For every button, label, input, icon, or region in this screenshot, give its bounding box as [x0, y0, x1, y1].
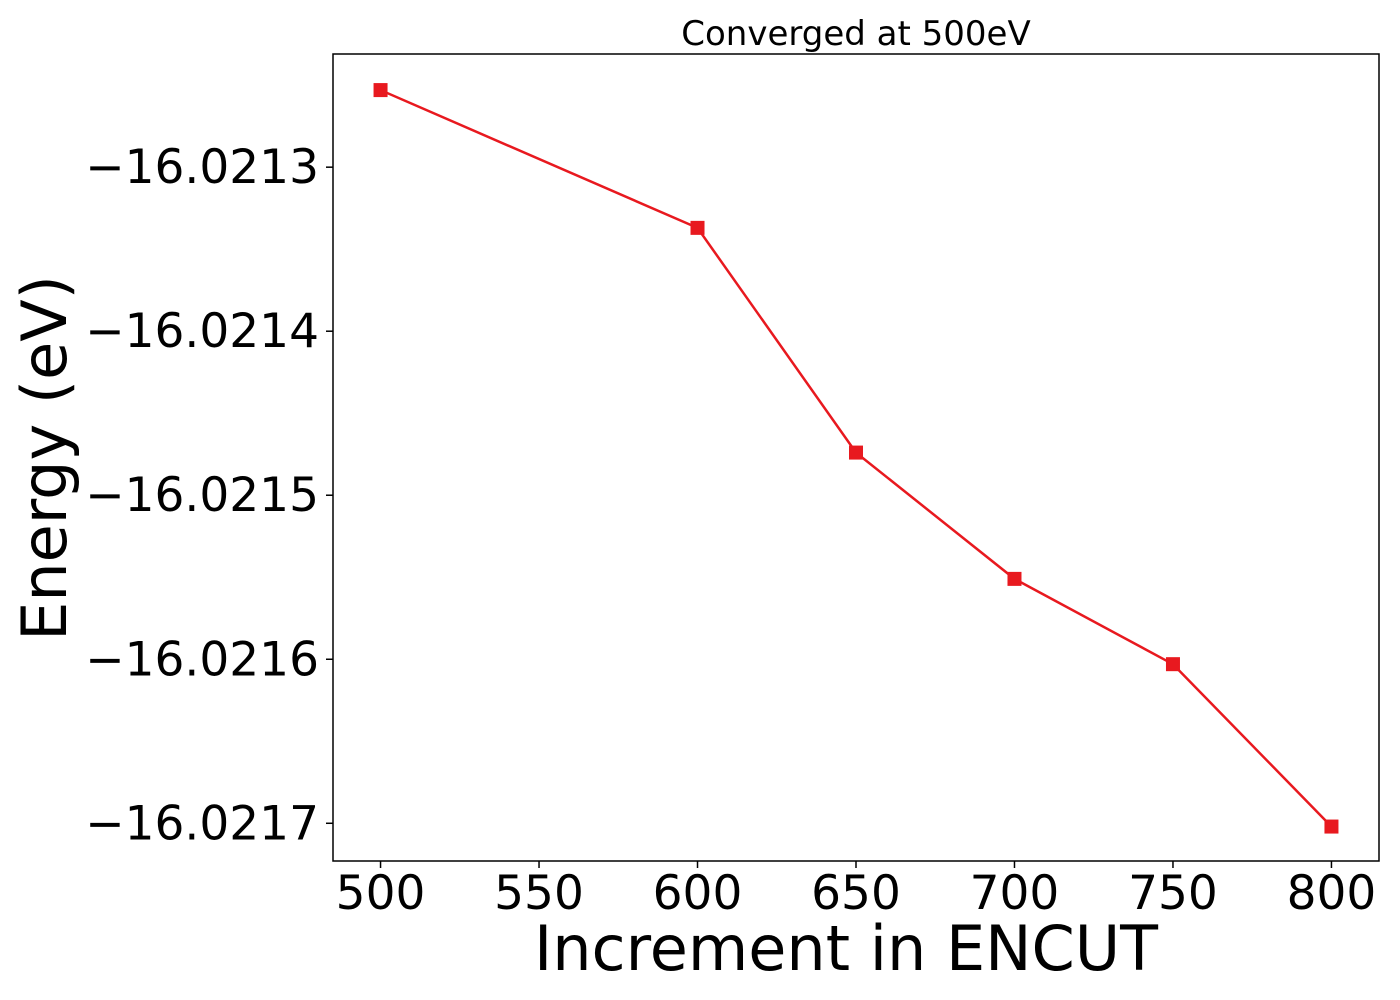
data-point-marker [1324, 819, 1339, 834]
x-tick-label: 650 [811, 866, 901, 921]
y-axis: −16.0213 −16.0214 −16.0215 −16.0216 −16.0217 [85, 140, 333, 851]
x-tick-label: 700 [970, 866, 1060, 921]
chart-title: Converged at 500eV [681, 14, 1030, 54]
x-tick-label: 750 [1128, 866, 1218, 921]
x-tick-label: 600 [653, 866, 743, 921]
series-line [380, 88, 1333, 828]
data-point-marker [373, 83, 388, 98]
x-axis-label: Increment in ENCUT [534, 912, 1159, 985]
y-tick-label: −16.0214 [85, 304, 319, 359]
x-tick-label: 550 [494, 866, 584, 921]
data-point-marker [690, 220, 705, 235]
y-tick-label: −16.0217 [85, 796, 319, 851]
x-tick-label: 800 [1287, 866, 1377, 921]
y-tick-label: −16.0215 [85, 468, 319, 523]
y-axis-label: Energy (eV) [8, 275, 81, 641]
y-tick-label: −16.0216 [85, 632, 319, 687]
data-point-marker [1165, 657, 1180, 672]
data-point-marker [849, 445, 863, 460]
data-point-marker [1007, 571, 1022, 586]
x-axis: 500 550 600 650 700 750 800 [336, 861, 1377, 921]
series-layer [373, 83, 1339, 834]
y-tick-label: −16.0213 [85, 140, 319, 195]
x-tick-label: 500 [336, 866, 426, 921]
